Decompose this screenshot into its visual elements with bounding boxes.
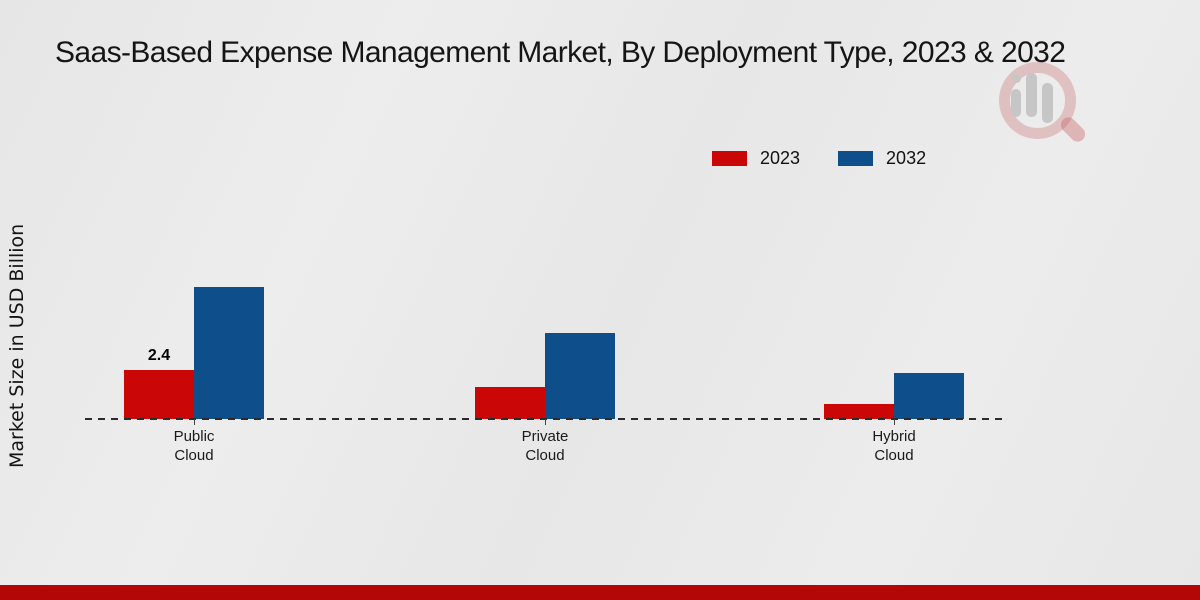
legend-swatch-2023 — [712, 151, 747, 166]
legend-swatch-2032 — [838, 151, 874, 166]
bar-2023-hybrid-cloud — [824, 404, 894, 419]
bar-2032-hybrid-cloud — [894, 373, 964, 419]
logo-bar-icon — [1042, 83, 1053, 123]
logo-bar-icon — [1011, 89, 1021, 117]
bar-value-label-2023-public-cloud: 2.4 — [147, 347, 171, 364]
bar-2023-private-cloud — [475, 387, 545, 419]
category-label-public-cloud: Public Cloud — [173, 428, 215, 464]
chart-title: Saas-Based Expense Management Market, By… — [55, 36, 1066, 69]
y-axis-label: Market Size in USD Billion — [6, 223, 28, 469]
logo-bar-icon — [1026, 73, 1037, 117]
axis-tick — [894, 419, 895, 425]
footer-red-band — [0, 585, 1200, 600]
magnifier-icon — [999, 62, 1076, 139]
axis-tick — [194, 419, 195, 425]
legend-item-2023: 2023 — [712, 148, 800, 169]
logo-dot-icon — [1012, 74, 1021, 83]
legend-item-2032: 2032 — [838, 148, 926, 169]
magnifier-handle-icon — [1057, 114, 1089, 145]
legend: 2023 2032 — [712, 148, 926, 169]
bar-2032-private-cloud — [545, 333, 615, 419]
category-label-private-cloud: Private Cloud — [521, 428, 569, 464]
bar-2032-public-cloud — [194, 287, 264, 419]
watermark-logo — [996, 58, 1116, 168]
category-label-hybrid-cloud: Hybrid Cloud — [872, 428, 916, 464]
legend-label: 2032 — [886, 148, 927, 168]
axis-tick — [545, 419, 546, 425]
bar-2023-public-cloud — [124, 370, 194, 419]
legend-label: 2023 — [760, 148, 801, 168]
